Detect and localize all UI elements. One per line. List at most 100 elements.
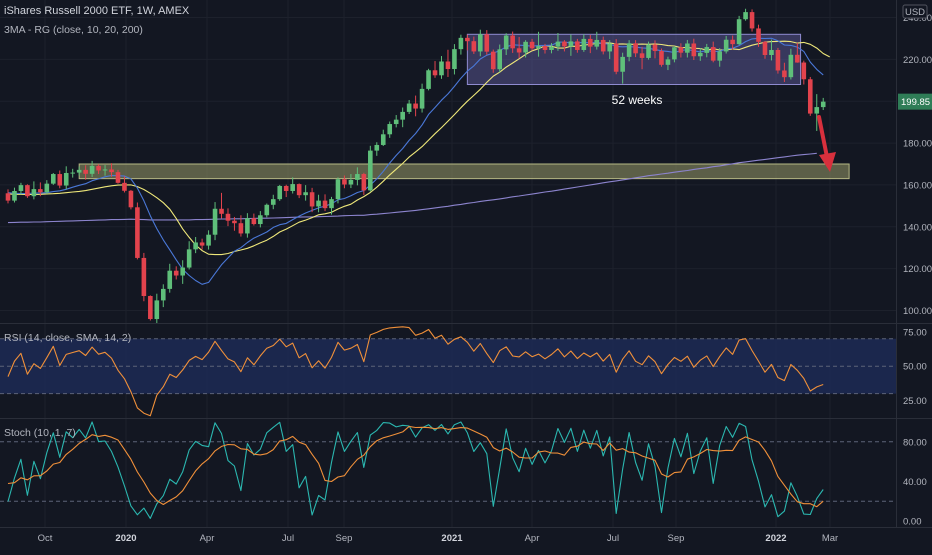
stoch-tick-label: 0.00 [903, 517, 922, 528]
time-tick-label: Apr [525, 533, 540, 544]
candle [122, 176, 127, 193]
candle [510, 31, 515, 53]
candle [5, 189, 11, 204]
time-tick-label: Sep [668, 533, 685, 544]
candle [458, 34, 464, 55]
candle [355, 167, 360, 186]
candle [387, 121, 393, 138]
candle [439, 56, 444, 79]
candle [135, 202, 140, 260]
candle [160, 284, 166, 308]
stoch-panel [0, 421, 896, 519]
candle [50, 172, 56, 185]
candle [31, 181, 37, 200]
candle [646, 41, 651, 60]
price-tick-label: 100.00 [903, 306, 932, 317]
candle [426, 68, 431, 91]
candle [497, 44, 503, 73]
candle [348, 174, 354, 189]
price-tick-label: 120.00 [903, 264, 932, 275]
range-label: 52 weeks [612, 93, 663, 107]
symbol-title: iShares Russell 2000 ETF, 1W, AMEX [4, 5, 190, 17]
last-price-badge [898, 93, 932, 110]
candle [206, 230, 211, 250]
candle [685, 39, 690, 58]
candle [89, 160, 95, 177]
candle [270, 194, 276, 210]
candle [503, 33, 509, 56]
candle [452, 44, 457, 75]
candle [283, 184, 289, 198]
candle [193, 237, 198, 254]
price-tick-label: 140.00 [903, 222, 932, 233]
candle [109, 163, 114, 177]
price-axis: 100.00120.00140.00160.00180.00200.00220.… [898, 13, 932, 528]
time-tick-label: Jul [607, 533, 619, 544]
candle [141, 252, 147, 302]
time-tick-label: Oct [38, 533, 53, 544]
candle [186, 241, 192, 270]
candle [296, 183, 302, 199]
candle [478, 29, 483, 57]
indicator-legend: 3MA - RG (close, 10, 20, 200) [4, 24, 143, 36]
candle [795, 42, 800, 63]
down-arrow-icon [817, 115, 836, 172]
candle [704, 43, 710, 58]
candle [406, 99, 412, 114]
time-tick-label: 2020 [115, 533, 136, 544]
candle [756, 24, 761, 47]
candle [710, 41, 716, 63]
candle [516, 37, 522, 59]
candle [672, 46, 677, 63]
candle [490, 49, 496, 73]
candle [445, 49, 451, 77]
candle [238, 215, 244, 237]
candle [717, 48, 722, 67]
candle [173, 266, 179, 280]
candle [697, 48, 703, 61]
candle [96, 164, 101, 175]
candle [465, 34, 470, 51]
stoch-d-line [7, 425, 824, 508]
candle [335, 177, 341, 204]
candle [788, 48, 794, 80]
candle [801, 60, 807, 85]
currency-badge [902, 4, 928, 19]
rsi-panel [0, 326, 896, 417]
candle [607, 40, 613, 59]
candle [219, 192, 224, 219]
candle [316, 194, 321, 213]
stoch-tick-label: 80.00 [903, 437, 927, 448]
candle [542, 43, 548, 54]
candle [212, 202, 218, 241]
candle [63, 166, 69, 190]
candle [730, 35, 735, 50]
candle [148, 295, 153, 321]
price-tick-label: 220.00 [903, 55, 932, 66]
candle [762, 40, 768, 59]
candle [225, 208, 231, 227]
candle [471, 36, 477, 54]
time-tick-label: Apr [200, 533, 215, 544]
candle [749, 9, 755, 32]
time-tick-label: 2021 [441, 533, 463, 544]
candle [380, 129, 386, 147]
candle [258, 211, 263, 228]
candle [115, 169, 121, 184]
currency-label: USD [905, 7, 925, 18]
support-zone [78, 163, 850, 180]
candle [814, 94, 820, 131]
candle [782, 62, 787, 82]
candle [361, 172, 367, 195]
candle [128, 189, 134, 210]
candle [807, 76, 813, 116]
candle [38, 182, 43, 197]
stoch-tick-label: 40.00 [903, 477, 927, 488]
candle [232, 216, 237, 231]
candle [167, 263, 173, 293]
candle [368, 145, 373, 192]
candle [290, 177, 295, 194]
time-tick-label: Mar [822, 533, 838, 544]
